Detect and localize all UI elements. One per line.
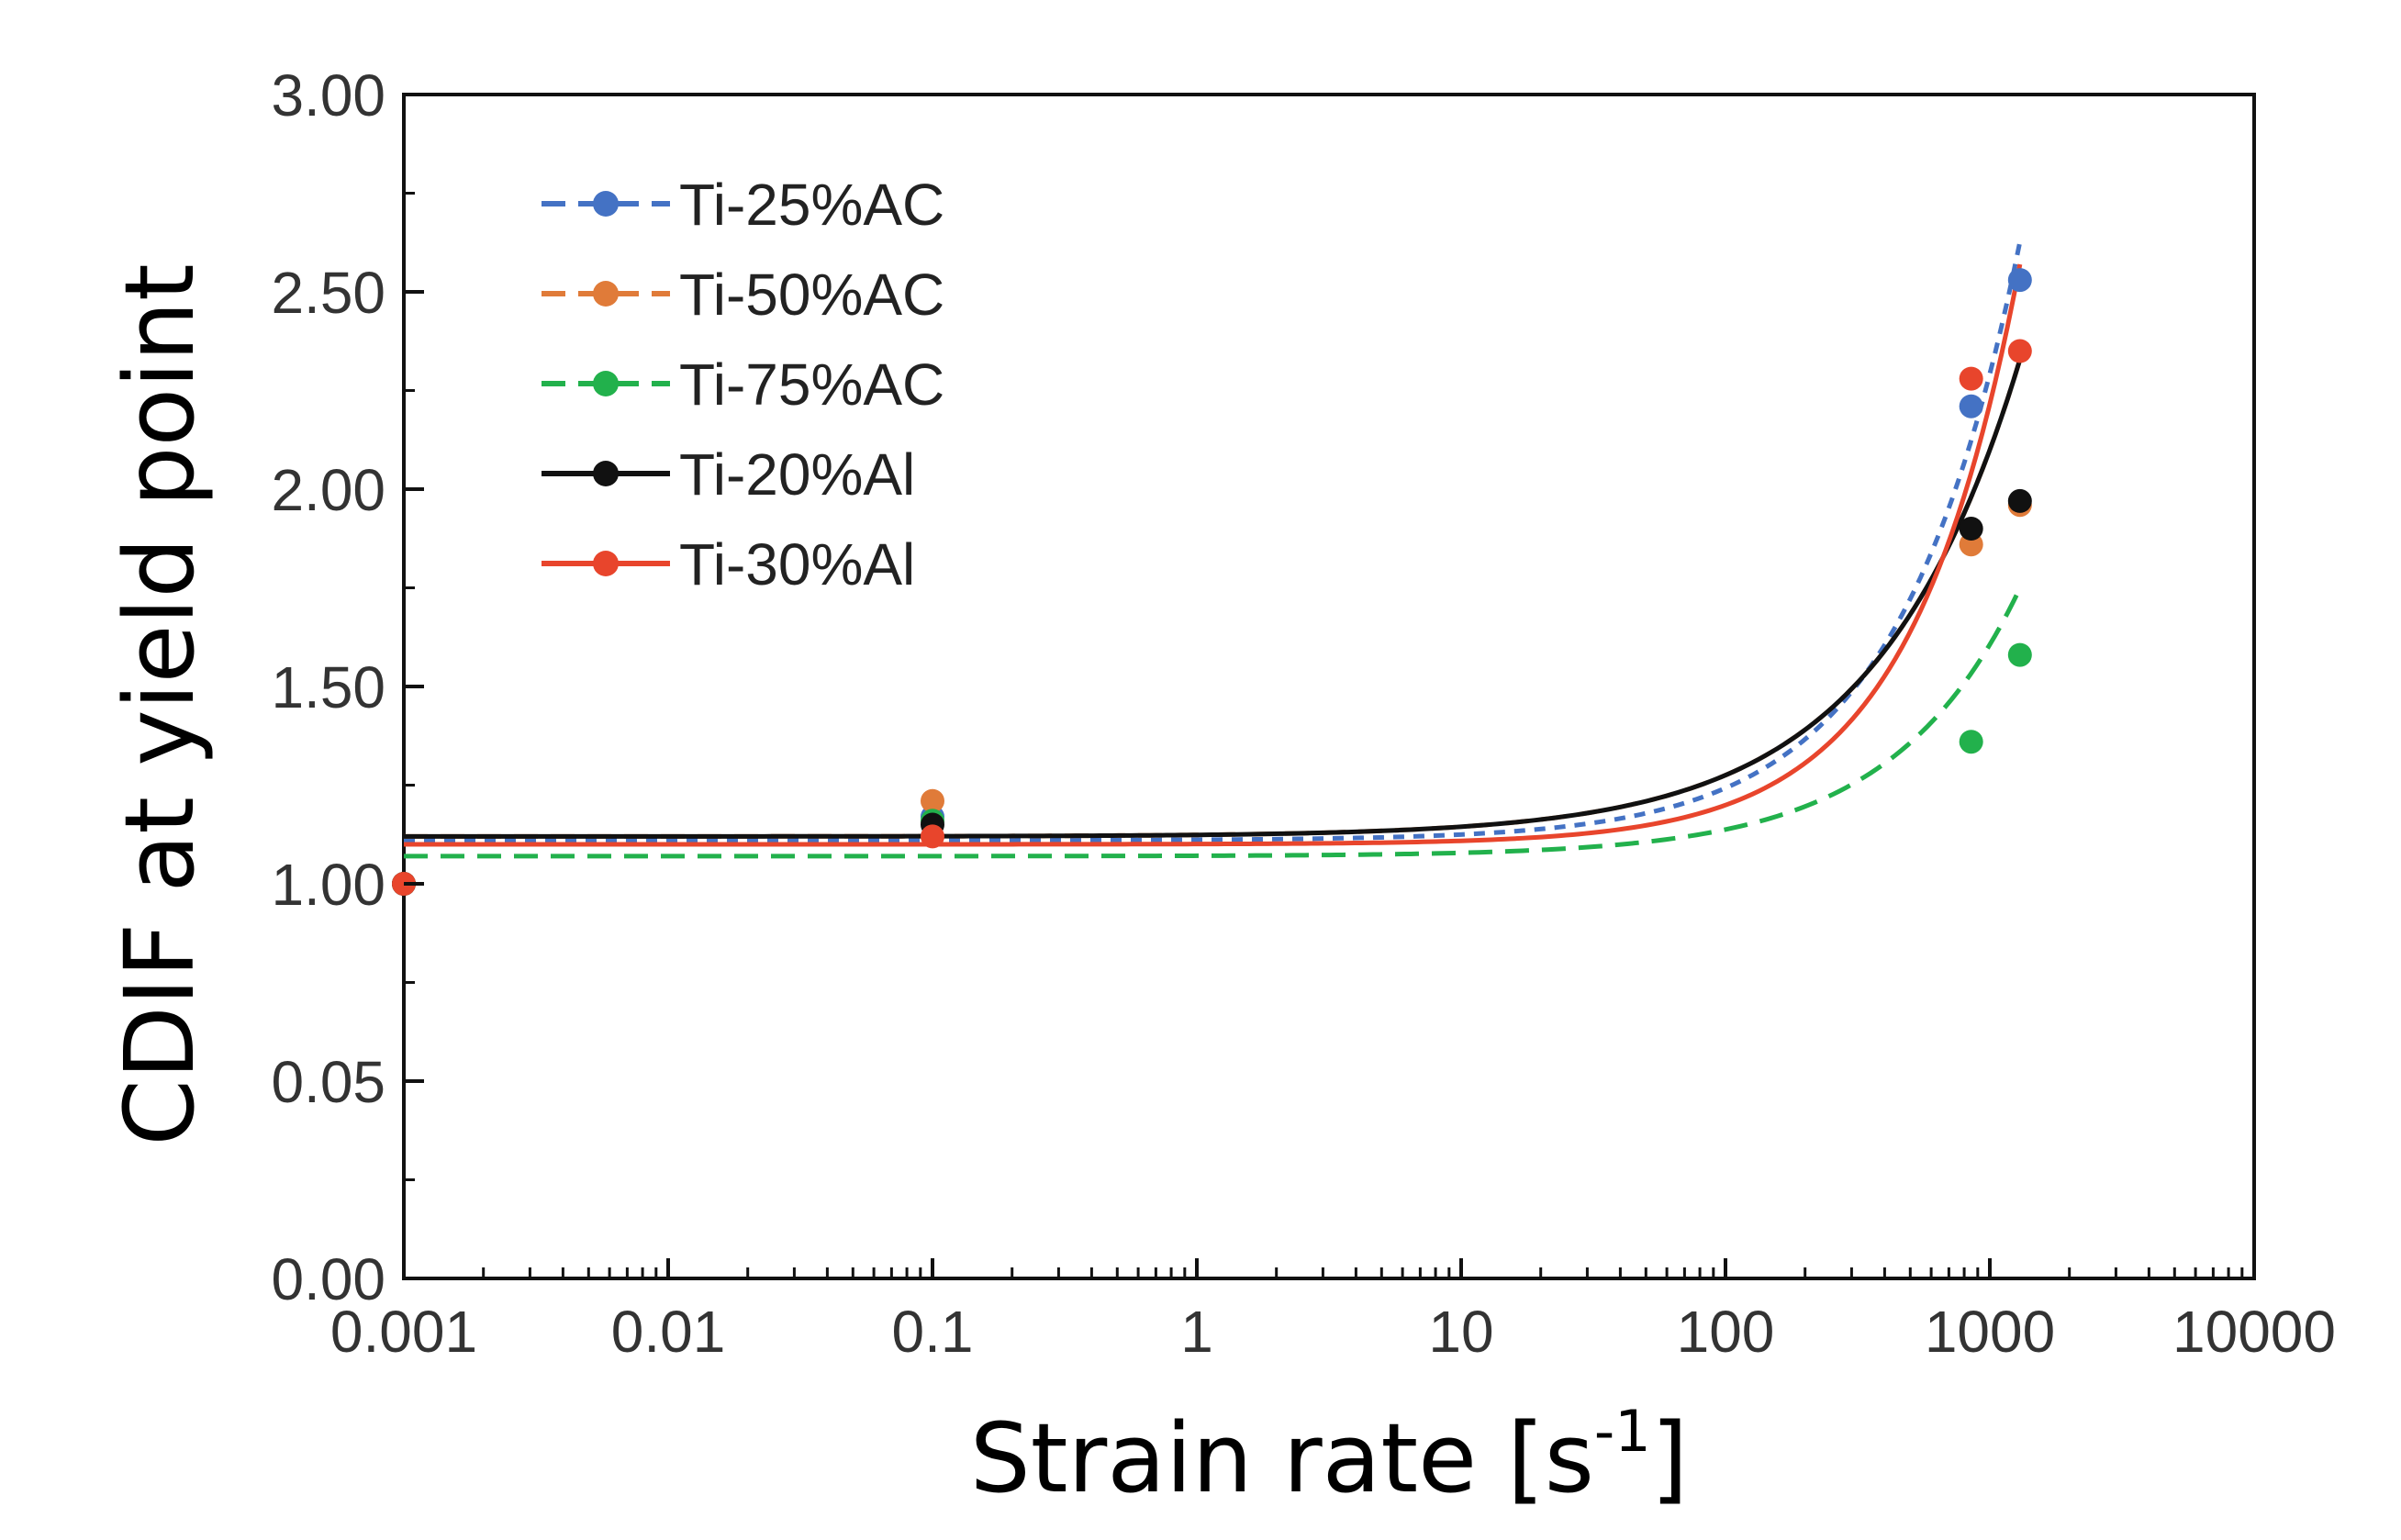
x-tick-labels: 0.001 0.01 0.1 1 10 100 1000 10000 (330, 1299, 2336, 1365)
legend-label: Ti-75%AC (679, 352, 944, 418)
y-axis-title: CDIF at yield point (104, 263, 216, 1145)
data-point (2007, 268, 2032, 293)
x-tick-label: 0.01 (611, 1299, 726, 1365)
data-point (1959, 394, 1983, 418)
axes (402, 93, 2256, 1280)
legend-label: Ti-25%AC (679, 172, 944, 238)
data-point (2007, 642, 2032, 667)
x-axis-label: Strain rate [s (970, 1402, 1594, 1514)
legend: Ti-25%AC Ti-50%AC Ti-75%AC Ti-20%Al Ti-30%Al (542, 172, 944, 597)
data-point (921, 788, 944, 813)
y-tick-label: 0.05 (271, 1049, 385, 1115)
legend-marker (593, 551, 619, 576)
y-tick-labels: 0.00 0.05 1.00 1.50 2.00 2.50 3.00 (271, 62, 385, 1312)
x-tick-label: 10 (1428, 1299, 1493, 1365)
x-axis-title: Strain rate [s-1] (970, 1398, 1689, 1514)
legend-label: Ti-30%Al (679, 531, 915, 597)
legend-marker (593, 461, 619, 486)
fit-curve (404, 263, 2023, 847)
x-axis-label-superscript: -1 (1594, 1398, 1651, 1465)
legend-label: Ti-50%AC (679, 262, 944, 328)
fit-curve (404, 359, 2023, 839)
fit-curve (404, 240, 2023, 843)
x-tick-label: 1 (1180, 1299, 1213, 1365)
y-tick-label: 2.50 (271, 260, 385, 326)
x-tick-label: 10000 (2172, 1299, 2336, 1365)
x-tick-label: 0.001 (330, 1299, 477, 1365)
data-point (1959, 730, 1983, 754)
data-points (392, 268, 2032, 896)
fit-curves (404, 240, 2023, 859)
data-point (2007, 488, 2032, 513)
legend-label: Ti-20%Al (679, 441, 915, 508)
y-tick-label: 0.00 (271, 1246, 385, 1312)
data-point (1959, 517, 1983, 541)
legend-marker (593, 281, 619, 307)
legend-marker (593, 371, 619, 396)
y-tick-label: 3.00 (271, 62, 385, 128)
x-tick-label: 100 (1677, 1299, 1775, 1365)
data-point (921, 824, 944, 849)
x-axis-label-close: ] (1651, 1402, 1689, 1514)
x-tick-label: 1000 (1925, 1299, 2055, 1365)
fit-curve (404, 586, 2023, 859)
data-point (2007, 339, 2032, 363)
x-tick-label: 0.1 (892, 1299, 974, 1365)
y-tick-label: 2.00 (271, 457, 385, 523)
y-tick-label: 1.00 (271, 852, 385, 918)
plot-area (402, 93, 2256, 1280)
data-point (1959, 366, 1983, 391)
legend-marker (593, 191, 619, 217)
y-tick-label: 1.50 (271, 654, 385, 720)
